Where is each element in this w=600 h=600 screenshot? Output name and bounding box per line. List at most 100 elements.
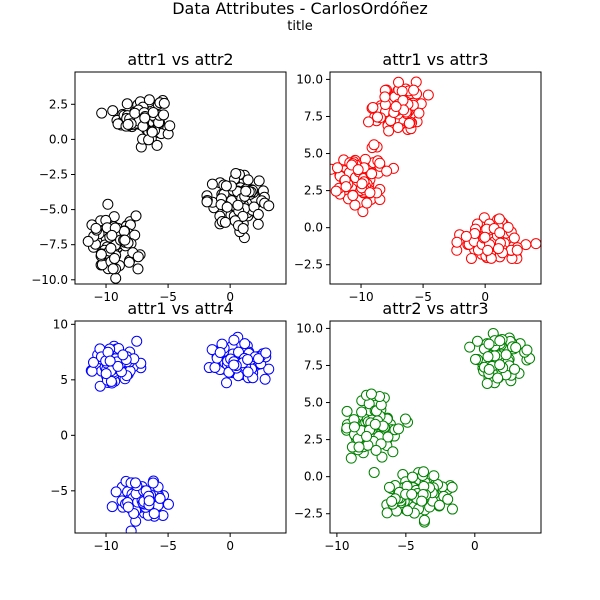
scatter-point bbox=[260, 347, 272, 359]
scatter-point bbox=[221, 201, 233, 213]
y-tick-label: 0.0 bbox=[304, 221, 323, 235]
subplot-title: attr1 vs attr4 bbox=[127, 299, 233, 318]
scatter-point bbox=[383, 125, 395, 137]
scatter-point bbox=[364, 187, 376, 199]
scatter-point bbox=[381, 165, 393, 177]
scatter-point bbox=[403, 117, 415, 129]
x-tick-label: −10 bbox=[324, 539, 349, 553]
scatter-point bbox=[253, 175, 265, 187]
scatter-point bbox=[214, 346, 226, 358]
scatter-point bbox=[382, 431, 394, 443]
scatter-point bbox=[252, 208, 264, 220]
scatter-point bbox=[349, 199, 361, 211]
scatter-point bbox=[521, 344, 533, 356]
y-tick-label: −7.5 bbox=[39, 238, 68, 252]
x-tick-label: 0 bbox=[471, 539, 479, 553]
scatter-point bbox=[237, 223, 249, 235]
scatter-points bbox=[82, 94, 275, 284]
scatter-point bbox=[418, 466, 430, 478]
scatter-point bbox=[100, 368, 112, 380]
scatter-point bbox=[220, 180, 232, 192]
scatter-point bbox=[129, 477, 141, 489]
scatter-point bbox=[446, 503, 458, 515]
x-tick-label: −5 bbox=[414, 290, 432, 304]
x-tick-label: −5 bbox=[159, 290, 177, 304]
scatter-point bbox=[110, 486, 122, 498]
y-tick-label: 2.5 bbox=[304, 184, 323, 198]
scatter-point bbox=[347, 190, 359, 202]
scatter-point bbox=[313, 203, 323, 213]
axes-frame bbox=[329, 320, 542, 534]
scatter-point bbox=[510, 342, 522, 354]
subplot-title: attr1 vs attr3 bbox=[382, 50, 488, 69]
scatter-point bbox=[361, 430, 373, 442]
figure-suptitle: Data Attributes - CarlosOrdóñez bbox=[172, 0, 428, 18]
figure-subtitle: title bbox=[287, 19, 312, 34]
y-tick-label: 7.5 bbox=[304, 109, 323, 123]
scatter-point bbox=[442, 493, 454, 505]
scatter-point bbox=[96, 107, 108, 119]
y-tick-label: 0.0 bbox=[304, 470, 323, 484]
scatter-point bbox=[94, 380, 106, 392]
scatter-point bbox=[107, 105, 119, 117]
scatter-point bbox=[132, 263, 144, 275]
y-tick-label: 10.0 bbox=[296, 72, 323, 86]
scatter-point bbox=[105, 375, 117, 387]
scatter-point bbox=[366, 168, 378, 180]
scatter-point bbox=[446, 481, 458, 493]
scatter-point bbox=[259, 373, 271, 385]
scatter-point bbox=[219, 216, 231, 228]
scatter-point bbox=[508, 232, 520, 244]
scatter-point bbox=[252, 218, 264, 230]
scatter-point bbox=[371, 111, 383, 123]
subplot-4: attr2 vs attr3 −10 −5 0 −2.5 0.0 2.5 5.0 7.5 10.0 bbox=[294, 299, 542, 553]
scatter-point bbox=[500, 349, 512, 361]
scatter-point bbox=[413, 107, 425, 119]
scatter-point bbox=[365, 388, 377, 400]
scatter-point bbox=[368, 139, 380, 151]
scatter-point bbox=[143, 495, 155, 507]
scatter-point bbox=[494, 359, 506, 371]
scatter-point bbox=[374, 157, 386, 169]
scatter-point bbox=[416, 495, 428, 507]
scatter-point bbox=[240, 185, 252, 197]
scatter-point bbox=[511, 244, 523, 256]
x-tick-label: −5 bbox=[397, 539, 415, 553]
scatter-point bbox=[154, 492, 166, 504]
scatter-point bbox=[122, 501, 134, 513]
subplot-grid: attr1 vs attr2 −10 −5 0 −10.0 −7.5 −5.0 −2.5 0.0… bbox=[31, 50, 542, 553]
scatter-point bbox=[146, 126, 158, 138]
scatter-point bbox=[418, 514, 430, 526]
scatter-point bbox=[129, 107, 141, 119]
scatter-point bbox=[370, 444, 382, 456]
scatter-point bbox=[494, 227, 506, 239]
scatter-point bbox=[242, 353, 254, 365]
scatter-point bbox=[383, 481, 395, 493]
y-tick-label: 0 bbox=[60, 428, 68, 442]
scatter-points bbox=[85, 331, 275, 533]
x-tick-label: −10 bbox=[93, 539, 118, 553]
scatter-point bbox=[356, 406, 368, 418]
scatter-point bbox=[368, 466, 380, 478]
scatter-point bbox=[151, 139, 163, 151]
scatter-point bbox=[451, 236, 463, 248]
scatter-point bbox=[492, 372, 504, 384]
scatter-point bbox=[117, 349, 129, 361]
scatter-point bbox=[396, 85, 408, 97]
scatter-point bbox=[104, 355, 116, 367]
scatter-point bbox=[228, 334, 240, 346]
scatter-point bbox=[147, 477, 159, 489]
scatter-point bbox=[131, 335, 143, 347]
scatter-point bbox=[88, 356, 99, 368]
scatter-point bbox=[361, 197, 373, 209]
scatter-point bbox=[340, 181, 352, 193]
scatter-point bbox=[356, 178, 368, 190]
scatter-point bbox=[494, 335, 506, 347]
scatter-point bbox=[130, 210, 142, 222]
subplot-1: attr1 vs attr2 −10 −5 0 −10.0 −7.5 −5.0 −2.5 0.0… bbox=[31, 50, 287, 304]
scatter-point bbox=[107, 263, 119, 275]
scatter-point bbox=[158, 109, 170, 121]
scatter-point bbox=[460, 230, 472, 242]
subplot-title: attr1 vs attr2 bbox=[127, 50, 233, 69]
